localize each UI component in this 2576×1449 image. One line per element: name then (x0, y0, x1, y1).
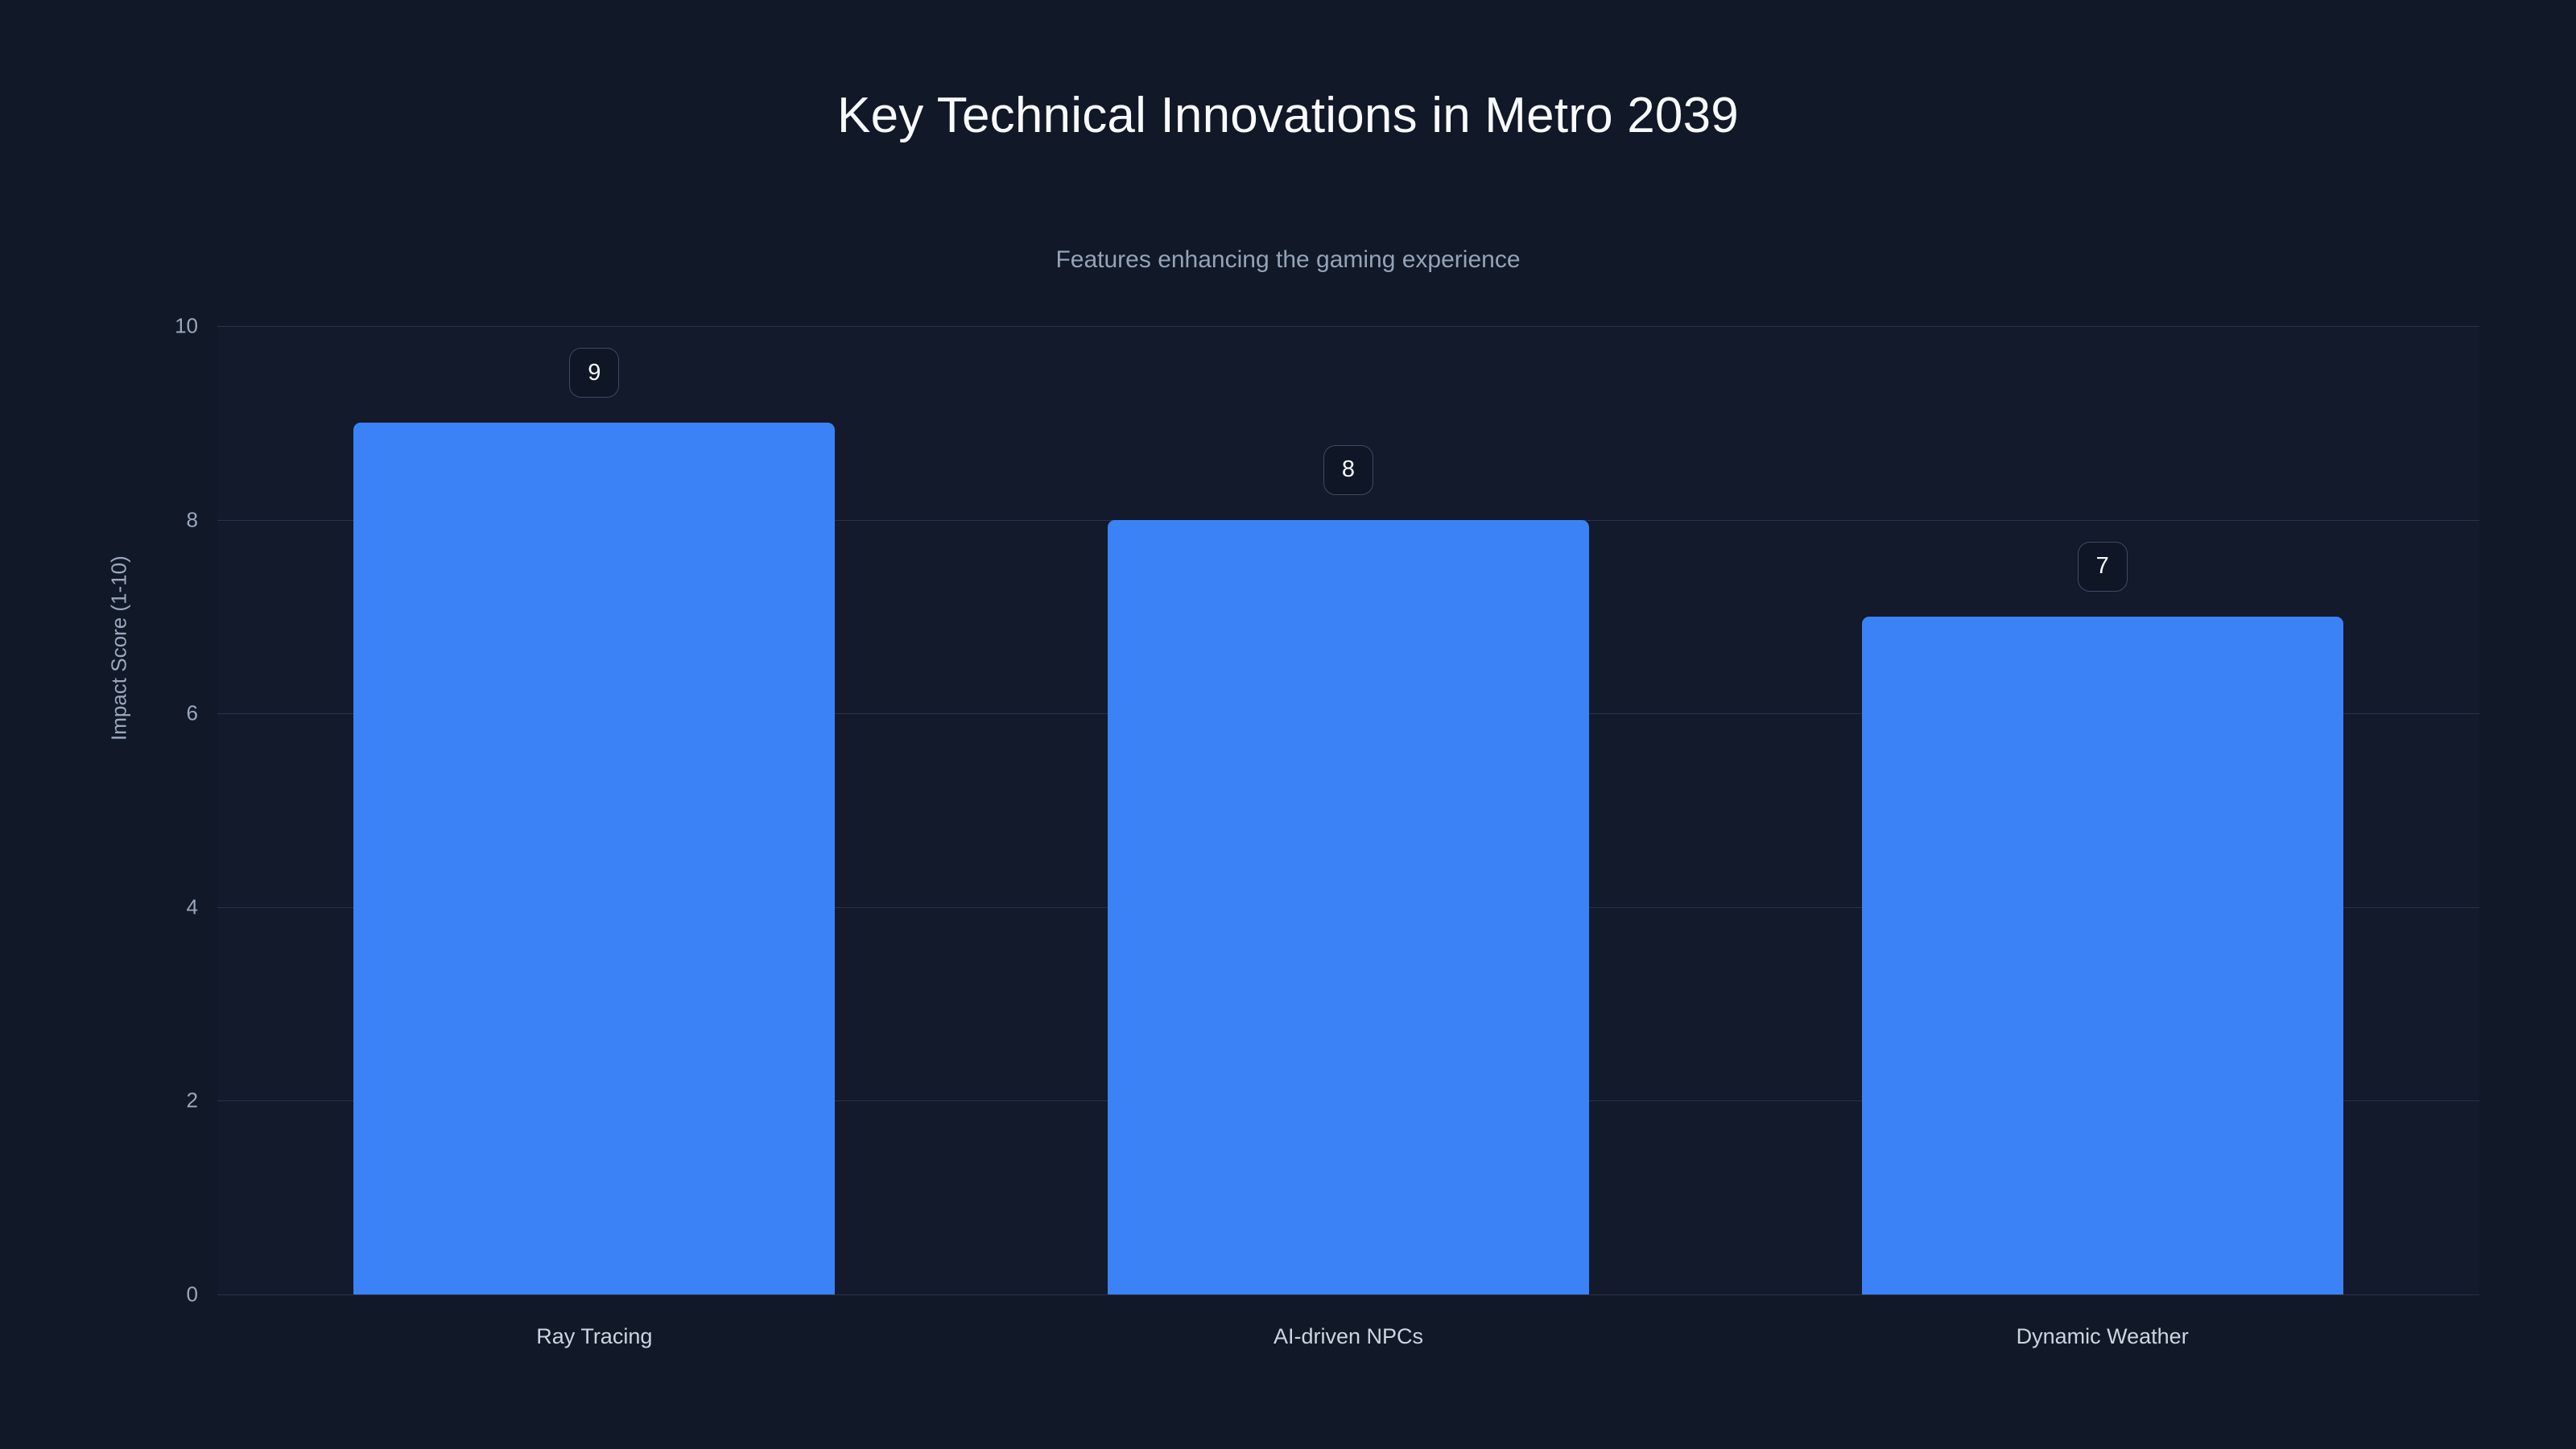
y-axis-tick-label: 10 (175, 313, 198, 338)
gridline (217, 326, 2479, 327)
bar[interactable] (1861, 616, 2343, 1294)
y-axis-tick-label: 6 (186, 700, 198, 725)
y-axis-tick-label: 8 (186, 507, 198, 532)
bar-value-label: 9 (569, 348, 620, 398)
x-axis-tick-label: Dynamic Weather (2016, 1324, 2189, 1348)
y-axis-tick-label: 4 (186, 894, 198, 919)
bar[interactable] (1108, 519, 1589, 1294)
bar-value-label: 8 (1323, 444, 1373, 495)
y-axis-tick-label: 0 (186, 1282, 198, 1307)
chart-subtitle: Features enhancing the gaming experience (1055, 246, 1521, 273)
chart-title: Key Technical Innovations in Metro 2039 (837, 88, 1739, 143)
gridline (217, 1294, 2479, 1295)
x-axis-tick-label: Ray Tracing (536, 1324, 653, 1348)
bar[interactable] (353, 423, 836, 1294)
bar-value-label: 7 (2077, 541, 2128, 592)
x-axis-tick-label: AI-driven NPCs (1273, 1324, 1424, 1348)
y-axis-title: Impact Score (1-10) (106, 555, 131, 741)
y-axis-tick-label: 2 (186, 1088, 198, 1113)
